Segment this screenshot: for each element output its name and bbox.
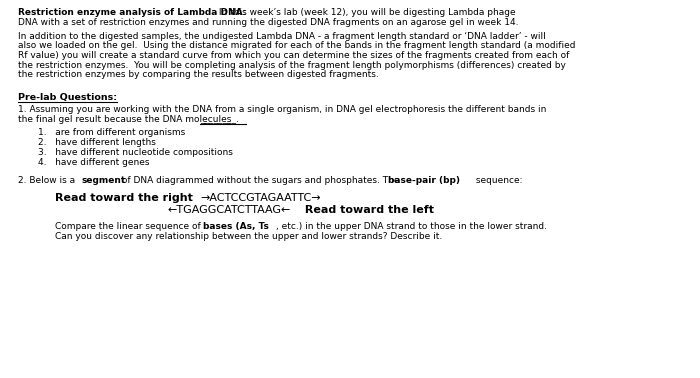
Text: the restriction enzymes by comparing the results between digested fragments.: the restriction enzymes by comparing the… [18,70,379,79]
Text: Read toward the right: Read toward the right [55,193,197,203]
Text: Read toward the left: Read toward the left [301,205,434,215]
Text: 2.   have different lengths: 2. have different lengths [38,138,156,147]
Text: of DNA diagrammed without the sugars and phosphates. The: of DNA diagrammed without the sugars and… [119,176,402,185]
Text: 4.   have different genes: 4. have different genes [38,158,150,167]
Text: Rf value) you will create a standard curve from which you can determine the size: Rf value) you will create a standard cur… [18,51,569,60]
Text: segment: segment [81,176,125,185]
Text: →ACTCCGTAGAATTC→: →ACTCCGTAGAATTC→ [200,193,321,203]
Text: Compare the linear sequence of: Compare the linear sequence of [55,222,204,231]
Text: 3.   have different nucleotide compositions: 3. have different nucleotide composition… [38,148,233,157]
Text: DNA with a set of restriction enzymes and running the digested DNA fragments on : DNA with a set of restriction enzymes an… [18,18,519,27]
Text: bases (As, Ts: bases (As, Ts [203,222,269,231]
Text: 1. Assuming you are working with the DNA from a single organism, in DNA gel elec: 1. Assuming you are working with the DNA… [18,105,547,114]
Text: ________.: ________. [200,115,239,124]
Text: , etc.) in the upper DNA strand to those in the lower strand.: , etc.) in the upper DNA strand to those… [276,222,547,231]
Text: base-pair (bp): base-pair (bp) [388,176,460,185]
Text: also we loaded on the gel.  Using the distance migrated for each of the bands in: also we loaded on the gel. Using the dis… [18,42,575,51]
Text: In addition to the digested samples, the undigested Lambda DNA - a fragment leng: In addition to the digested samples, the… [18,32,546,41]
Text: Pre-lab Questions:: Pre-lab Questions: [18,93,117,102]
Text: Restriction enzyme analysis of Lambda DNA:: Restriction enzyme analysis of Lambda DN… [18,8,246,17]
Text: the restriction enzymes.  You will be completing analysis of the fragment length: the restriction enzymes. You will be com… [18,60,566,70]
Text: sequence:: sequence: [473,176,522,185]
Text: In this week’s lab (week 12), you will be digesting Lambda phage: In this week’s lab (week 12), you will b… [216,8,516,17]
Text: Can you discover any relationship between the upper and lower strands? Describe : Can you discover any relationship betwee… [55,232,442,241]
Text: 2. Below is a: 2. Below is a [18,176,78,185]
Text: the final gel result because the DNA molecules: the final gel result because the DNA mol… [18,115,232,124]
Text: 1.   are from different organisms: 1. are from different organisms [38,128,186,137]
Text: ←TGAGGCATCTTAAG←: ←TGAGGCATCTTAAG← [168,205,291,215]
